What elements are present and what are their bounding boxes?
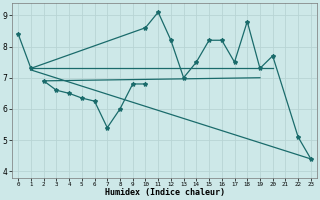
X-axis label: Humidex (Indice chaleur): Humidex (Indice chaleur): [105, 188, 225, 197]
